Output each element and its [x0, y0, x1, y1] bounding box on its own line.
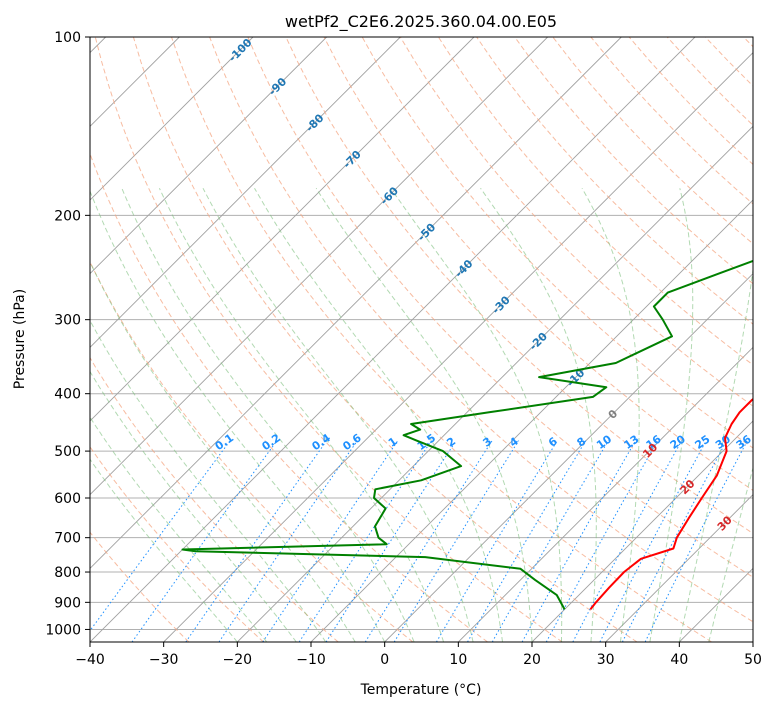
- x-tick-label: 10: [449, 652, 467, 668]
- mixing-ratio-line: [90, 440, 231, 632]
- isotherm-line: [90, 37, 622, 569]
- mixing-ratio-line: [491, 440, 609, 642]
- temperature-trace: [589, 397, 753, 611]
- isotherm-line: [605, 494, 753, 642]
- mixing-ratio-line: [644, 440, 748, 642]
- moist-adiabat-line: [581, 187, 640, 642]
- dry-adiabat-line: [90, 531, 190, 642]
- y-tick-label: 900: [54, 595, 81, 611]
- mixing-ratio-line: [131, 440, 278, 642]
- moist-adiabat-line: [90, 189, 386, 642]
- y-tick-label: 300: [54, 313, 81, 329]
- dry-adiabat-line: [323, 37, 753, 491]
- x-tick-label: 30: [597, 652, 615, 668]
- dry-adiabat-line: [209, 37, 753, 623]
- mixing-ratio-line: [467, 440, 587, 642]
- chart-title: wetPf2_C2E6.2025.360.04.00.E05: [285, 12, 557, 32]
- y-tick-label: 200: [54, 208, 81, 224]
- mixing-ratio-label: 36: [734, 432, 754, 452]
- x-tick-label: 40: [670, 652, 688, 668]
- isotherm-line: [90, 37, 548, 496]
- mixing-ratio-line: [572, 440, 683, 642]
- moist-adiabat-line: [649, 188, 694, 642]
- plot-frame: [89, 36, 754, 643]
- moist-adiabat-line: [90, 370, 297, 642]
- moist-adiabat-line: [480, 187, 597, 642]
- isotherm-line: [531, 420, 753, 642]
- moist-adiabat-line: [90, 416, 268, 642]
- dry-adiabat-line: [437, 37, 753, 366]
- dry-adiabat-line: [171, 37, 712, 642]
- dry-adiabat-line: [285, 37, 753, 535]
- x-axis-label: Temperature (°C): [360, 682, 482, 698]
- mixing-ratio-line: [545, 440, 659, 642]
- x-tick-label: −30: [149, 652, 179, 668]
- x-tick-label: 20: [523, 652, 541, 668]
- dry-adiabat-line: [247, 37, 753, 578]
- dry-adiabat-line: [90, 152, 488, 642]
- moist-adiabat-line: [202, 187, 474, 642]
- isotherm-line: [90, 37, 401, 348]
- x-tick-label: 50: [744, 652, 762, 668]
- moist-adiabat-line: [678, 265, 753, 642]
- dry-adiabat-line: [132, 37, 638, 642]
- isotherm-line: [90, 37, 254, 201]
- dry-adiabat-line: [399, 37, 753, 407]
- dry-adiabat-line: [361, 37, 753, 449]
- x-tick-label: −40: [75, 652, 105, 668]
- dry-adiabat-line: [90, 356, 339, 642]
- x-tick-label: −20: [223, 652, 253, 668]
- mixing-ratio-line: [521, 440, 637, 642]
- isotherm-line: [90, 37, 327, 275]
- mixing-ratio-line: [393, 440, 520, 642]
- mixing-ratio-line: [325, 440, 457, 642]
- x-tick-label: −10: [296, 652, 326, 668]
- isotherm-line: [384, 273, 753, 642]
- y-tick-label: 1000: [45, 622, 81, 638]
- dewpoint-trace: [181, 259, 753, 610]
- moist-adiabat-line: [254, 187, 503, 642]
- y-tick-label: 400: [54, 387, 81, 403]
- y-tick-label: 800: [54, 565, 81, 581]
- isotherm-line: [237, 125, 753, 642]
- moist-adiabat-line: [390, 187, 563, 642]
- moist-adiabat-line: [121, 188, 415, 642]
- moist-adiabat-line: [90, 319, 327, 642]
- mixing-ratio-line: [364, 440, 493, 642]
- mixing-ratio-line: [185, 440, 328, 642]
- sounding-traces: [181, 259, 753, 611]
- y-tick-label: 100: [54, 30, 81, 46]
- dry-adiabat-line: [94, 37, 563, 642]
- plot-area: [90, 37, 753, 642]
- moist-adiabat-line: [90, 260, 356, 642]
- y-axis-label: Pressure (hPa): [12, 289, 28, 389]
- y-tick-label: 500: [54, 444, 81, 460]
- isotherm-line: [90, 37, 696, 642]
- mixing-ratio-line: [298, 440, 432, 642]
- dry-adiabat-line: [514, 37, 753, 285]
- mixing-ratio-line: [435, 440, 558, 642]
- moist-adiabat-line: [90, 458, 238, 642]
- dry-adiabat-line: [90, 446, 264, 642]
- y-tick-label: 700: [54, 531, 81, 547]
- axes: −40 −30 −20 −10 0 10 20 30 40 50 1000 900 800 700 600 5…: [45, 30, 762, 668]
- moist-adiabat-line: [315, 187, 533, 642]
- isotherm-line: [163, 52, 753, 642]
- x-tick-label: 0: [380, 652, 389, 668]
- isotherm-line: [90, 37, 475, 422]
- y-tick-label: 600: [54, 491, 81, 507]
- mixing-ratio-line: [262, 440, 399, 642]
- moist-adiabat-line: [158, 187, 445, 642]
